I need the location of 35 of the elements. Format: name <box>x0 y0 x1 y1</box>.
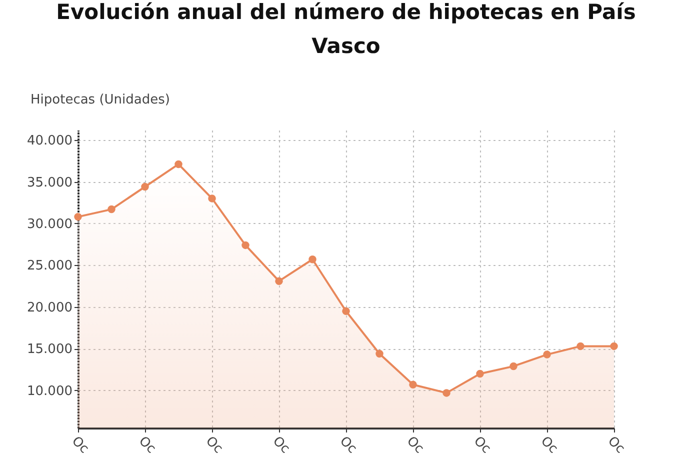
point <box>308 256 316 264</box>
x-tick-label: Oc <box>270 434 293 457</box>
point <box>610 342 618 350</box>
point <box>174 160 182 168</box>
point <box>342 307 350 316</box>
y-axis-title: Hipotecas (Unidades) <box>30 92 170 108</box>
point <box>376 350 384 358</box>
point <box>442 389 450 397</box>
y-tick-label: 35.000 <box>27 175 72 190</box>
x-tick-label: Oc <box>136 434 159 457</box>
x-tick-label: Oc <box>470 434 494 457</box>
y-tick-label: 10.000 <box>27 384 72 399</box>
point <box>476 370 484 378</box>
x-tick-label: Oc <box>202 434 226 457</box>
y-tick-label: 25.000 <box>27 258 72 274</box>
x-tick-label: Oc <box>404 434 427 457</box>
x-tick-label: Oc <box>538 434 561 457</box>
x-tick-label: Oc <box>336 434 360 457</box>
chart-title: Evolución anual del número de hipotecas en País Vasco <box>56 0 636 58</box>
point <box>242 241 250 250</box>
y-tick-label: 30.000 <box>27 216 72 232</box>
point <box>108 205 116 214</box>
y-tick-label: 20.000 <box>27 300 72 316</box>
x-tick-label: Oc <box>68 434 92 457</box>
point <box>543 350 551 358</box>
y-tick-label: 15.000 <box>27 342 72 358</box>
point <box>141 182 149 191</box>
x-tick-label: Oc <box>604 434 628 457</box>
point <box>510 362 518 370</box>
point <box>208 194 216 202</box>
point <box>275 277 283 285</box>
point <box>576 342 584 350</box>
point <box>409 380 417 388</box>
y-tick-label: 40.000 <box>27 134 72 149</box>
point <box>74 212 82 221</box>
